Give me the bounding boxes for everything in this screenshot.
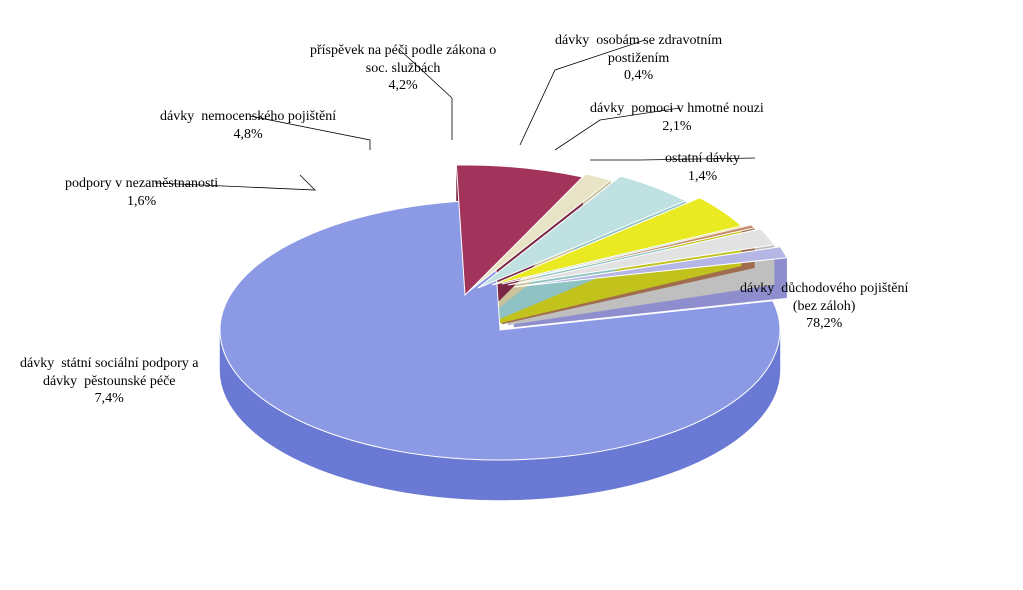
slice-label-nemocenske: dávky nemocenského pojištění 4,8% [160, 108, 336, 143]
slice-label-socialni_podpora: dávky státní sociální podpory a dávky pě… [20, 355, 198, 408]
slice-label-zdravotni_postizeni: dávky osobám se zdravotním postižením 0,… [555, 32, 722, 85]
slice-label-nezamestnanost: podpory v nezaměstnanosti 1,6% [65, 175, 218, 210]
slice-label-ostatni: ostatní dávky 1,4% [665, 150, 740, 185]
slice-label-prispevek_peci: příspěvek na péči podle zákona o soc. sl… [310, 42, 496, 95]
pie-chart-3d: dávky důchodového pojištění (bez záloh) … [0, 0, 1023, 590]
slice-label-duchodove: dávky důchodového pojištění (bez záloh) … [740, 280, 908, 333]
slice-label-hmotna_nouze: dávky pomoci v hmotné nouzi 2,1% [590, 100, 764, 135]
